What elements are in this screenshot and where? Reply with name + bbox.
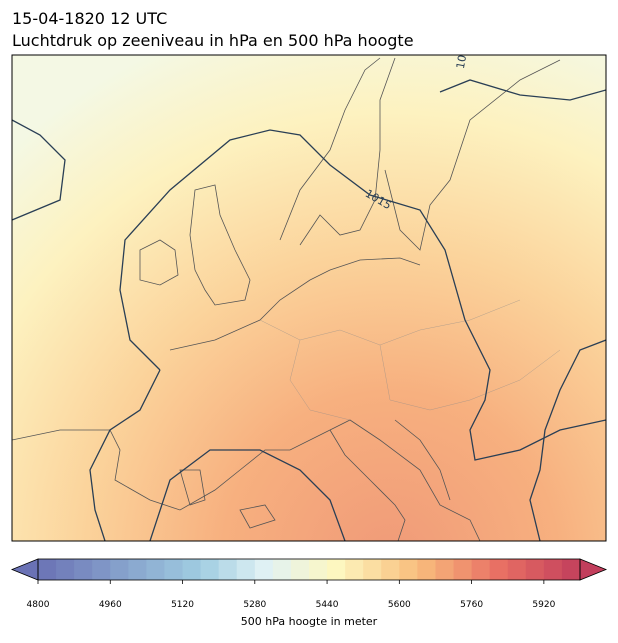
map: 1015 10 (12, 54, 606, 541)
map-frame (11, 54, 607, 542)
colorbar-segment (290, 559, 310, 580)
colorbar-tick-label: 4960 (99, 600, 122, 610)
isobar (119, 129, 606, 461)
colorbar-frame (37, 558, 581, 581)
isobar (89, 369, 161, 541)
colorbar-segment (200, 559, 220, 580)
colorbar-segment (236, 559, 256, 580)
height-field (12, 55, 606, 541)
colorbar-segment (128, 559, 147, 580)
colorbar-segment (399, 559, 418, 580)
isobar (439, 79, 606, 101)
colorbar-segment (92, 559, 111, 580)
colorbar-segment (110, 559, 129, 580)
colorbar-tick-label: 5760 (460, 600, 483, 610)
colorbar-segment (164, 559, 184, 580)
colorbar-segment (327, 559, 346, 580)
colorbar-segment (381, 559, 400, 580)
colorbar-extend-low (10, 558, 39, 581)
colorbar-segment (561, 559, 581, 580)
title: 15-04-1820 12 UTC (12, 9, 167, 28)
coastline (12, 257, 481, 541)
colorbar-segment (345, 559, 364, 580)
subtitle: Luchtdruk op zeeniveau in hPa en 500 hPa… (12, 31, 414, 50)
colorbar-segment (38, 559, 57, 580)
isobar-label: 10 (454, 54, 469, 70)
colorbar-tick-label: 5600 (388, 600, 411, 610)
isobar (529, 339, 606, 541)
isobar (149, 449, 346, 541)
colorbar-extend-high (579, 558, 608, 581)
colorbar-segment (525, 559, 545, 580)
colorbar-segment (272, 559, 292, 580)
colorbar-tick-label: 4800 (27, 600, 50, 610)
colorbar-label: 500 hPa hoogte in meter (241, 615, 378, 628)
colorbar-tick-label: 5440 (316, 600, 339, 610)
colorbar-segment (56, 559, 75, 580)
coastline (279, 57, 396, 246)
colorbar-tick-label: 5120 (171, 600, 194, 610)
colorbar-segment (471, 559, 491, 580)
colorbar-segment (146, 559, 165, 580)
colorbar-segment (254, 559, 274, 580)
colorbar-segment (453, 559, 473, 580)
colorbar-tick-label: 5920 (532, 600, 555, 610)
colorbar: 4800 4960 5120 5280 5440 5600 5760 5920 (10, 558, 608, 610)
colorbar-segment (182, 559, 202, 580)
colorbar-segment (489, 559, 509, 580)
coastline (179, 469, 276, 529)
coastline (384, 59, 561, 251)
coastline (189, 184, 251, 306)
coastline (329, 419, 451, 541)
colorbar-segment (218, 559, 238, 580)
colorbar-segment (507, 559, 527, 580)
isobar (12, 119, 66, 221)
colorbar-segment (435, 559, 455, 580)
colorbar-segment (309, 559, 328, 580)
colorbar-segment (543, 559, 563, 580)
colorbar-tick-label: 5280 (243, 600, 266, 610)
border (259, 299, 561, 421)
colorbar-segment (74, 559, 93, 580)
coastline (139, 239, 179, 286)
colorbar-segment (363, 559, 382, 580)
colorbar-segment (417, 559, 436, 580)
